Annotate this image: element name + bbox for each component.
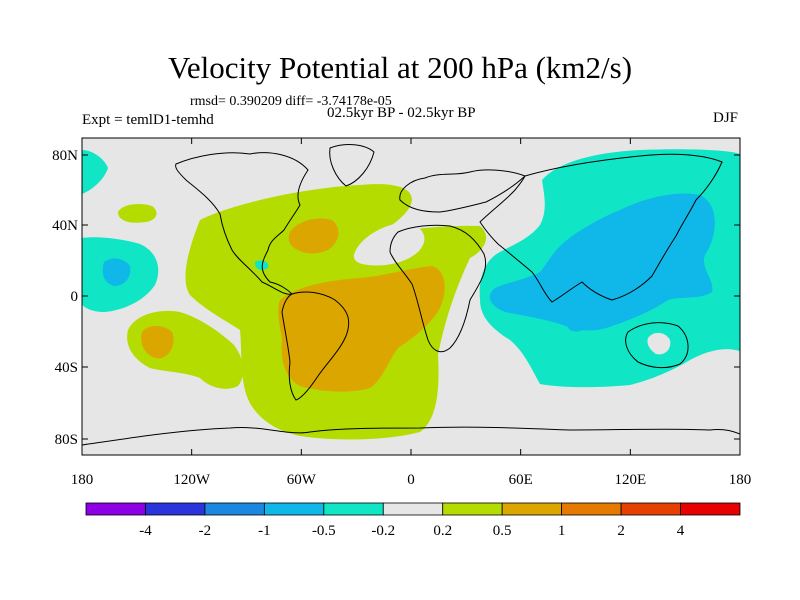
colorbar-label: -1 (258, 523, 271, 539)
neutral-hole-australia (647, 332, 671, 355)
strong-negative-region-westpacific (102, 258, 131, 286)
colorbar-label: -0.2 (371, 523, 395, 539)
colorbar-swatch (561, 502, 622, 516)
coastline-north-america (175, 152, 309, 295)
strong-negative-region-indian-ocean (565, 312, 588, 332)
lon-label: 120W (173, 472, 211, 488)
colorbar-label: 4 (677, 523, 685, 539)
coastline-antarctica (82, 426, 740, 446)
colorbar-swatch (145, 502, 206, 516)
negative-region-arctic (82, 150, 108, 194)
strong-negative-region-asia (489, 193, 715, 331)
colorbar-label: -4 (139, 523, 152, 539)
lat-label: 40S (55, 360, 78, 376)
coastline-asia (479, 153, 723, 303)
period-text: 02.5kyr BP - 02.5kyr BP (327, 105, 476, 121)
strong-positive-region-caribbean (288, 218, 339, 254)
lon-label: 180 (71, 472, 94, 488)
lon-label: 0 (407, 472, 415, 488)
colorbar-swatch (620, 502, 681, 516)
strong-positive-region-southamerica-atlantic (278, 266, 445, 392)
contour-field (82, 138, 740, 455)
lat-label: 80S (55, 432, 78, 448)
positive-region-northpacific (118, 204, 157, 223)
colorbar-label: -2 (199, 523, 212, 539)
colorbar-swatch (323, 502, 384, 516)
stats-text: rmsd= 0.390209 diff= -3.74178e-05 (190, 94, 392, 109)
colorbar-swatch (204, 502, 265, 516)
neutral-hole-northatlantic (353, 222, 425, 266)
colorbar-label: 0.5 (493, 523, 512, 539)
coastline-africa (389, 224, 486, 353)
lon-label: 120E (614, 472, 646, 488)
lat-label: 40N (52, 218, 78, 234)
colorbar-swatch (382, 502, 444, 516)
coastlines (82, 144, 740, 446)
map-title: Velocity Potential at 200 hPa (km2/s) (167, 50, 633, 85)
experiment-text: Expt = temlD1-temhd (82, 112, 214, 128)
coastline-australia (625, 322, 689, 369)
lon-label: 180 (729, 472, 752, 488)
coastline-greenland (329, 144, 375, 187)
coastline-south-america (281, 291, 350, 401)
colorbar-label: 0.2 (433, 523, 452, 539)
colorbar: -4 -2 -1 -0.5 -0.2 0.2 0.5 1 2 4 (85, 502, 741, 539)
lon-label: 60E (509, 472, 533, 488)
strong-positive-region-southpacific (141, 326, 174, 359)
lat-label: 80N (52, 148, 78, 164)
colorbar-label: 1 (558, 523, 566, 539)
colorbar-swatch (442, 502, 503, 516)
colorbar-swatch (85, 502, 146, 516)
axis-ticks: 80N 40N 0 40S 80S 180 120W 60W 0 60E 120E 180 (52, 138, 751, 488)
colorbar-swatch (501, 502, 563, 516)
negative-region-caribbean-small (254, 260, 269, 270)
lon-label: 60W (287, 472, 317, 488)
colorbar-label: 2 (617, 523, 625, 539)
season-text: DJF (712, 110, 738, 126)
lat-label: 0 (71, 289, 79, 305)
colorbar-swatch (263, 502, 325, 516)
colorbar-label: -0.5 (312, 523, 336, 539)
colorbar-swatch (680, 502, 741, 516)
